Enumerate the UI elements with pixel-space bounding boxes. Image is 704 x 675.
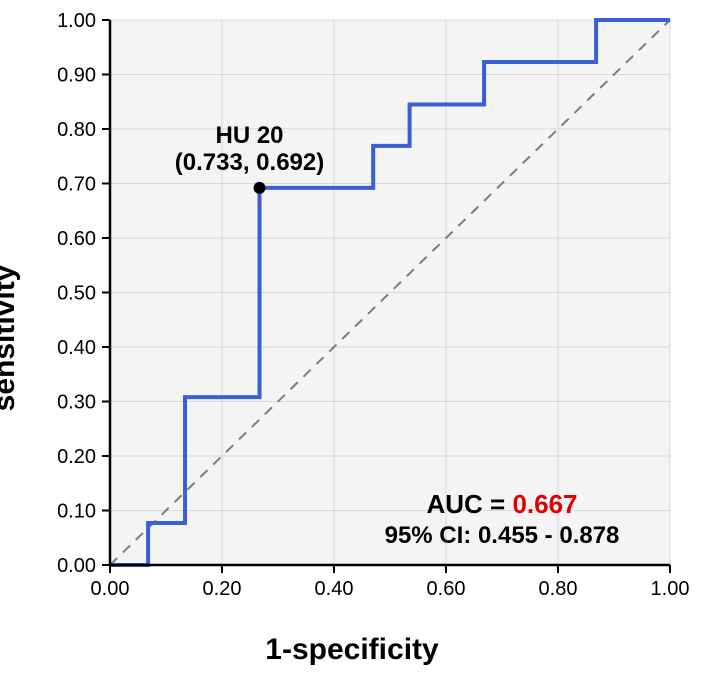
operating-point-label-2: (0.733, 0.692) — [175, 149, 324, 176]
y-tick-label: 0.30 — [57, 392, 96, 414]
operating-point-label-1: HU 20 — [216, 122, 284, 149]
operating-point-marker — [254, 182, 266, 194]
x-tick-label: 0.40 — [315, 578, 354, 600]
x-axis-label: 1-specificity — [265, 633, 438, 667]
roc-svg: 0.00 0.20 0.40 0.60 0.80 1.00 0.00 0.10 0.20 0.30… — [0, 0, 704, 675]
y-axis-label: sensitivity — [0, 264, 22, 411]
y-tick-label: 0.20 — [57, 446, 96, 468]
y-tick-label: 0.40 — [57, 337, 96, 359]
x-tick-label: 0.60 — [427, 578, 466, 600]
y-tick-label: 0.10 — [57, 501, 96, 523]
y-tick-label: 0.70 — [57, 174, 96, 196]
y-tick-label: 0.50 — [57, 283, 96, 305]
x-tick-label: 1.00 — [651, 578, 690, 600]
auc-line: AUC = 0.667 — [426, 489, 577, 519]
x-tick-label: 0.00 — [91, 578, 130, 600]
x-tick-label: 0.80 — [539, 578, 578, 600]
y-tick-label: 0.80 — [57, 119, 96, 141]
y-tick-label: 0.90 — [57, 65, 96, 87]
y-tick-label: 1.00 — [57, 10, 96, 32]
roc-chart: sensitivity 0.000.200.400.600.801.000.00… — [0, 0, 704, 675]
x-tick-label: 0.20 — [203, 578, 242, 600]
y-tick-label: 0.00 — [57, 555, 96, 577]
y-tick-label: 0.60 — [57, 228, 96, 250]
ci-line: 95% CI: 0.455 - 0.878 — [385, 522, 620, 549]
